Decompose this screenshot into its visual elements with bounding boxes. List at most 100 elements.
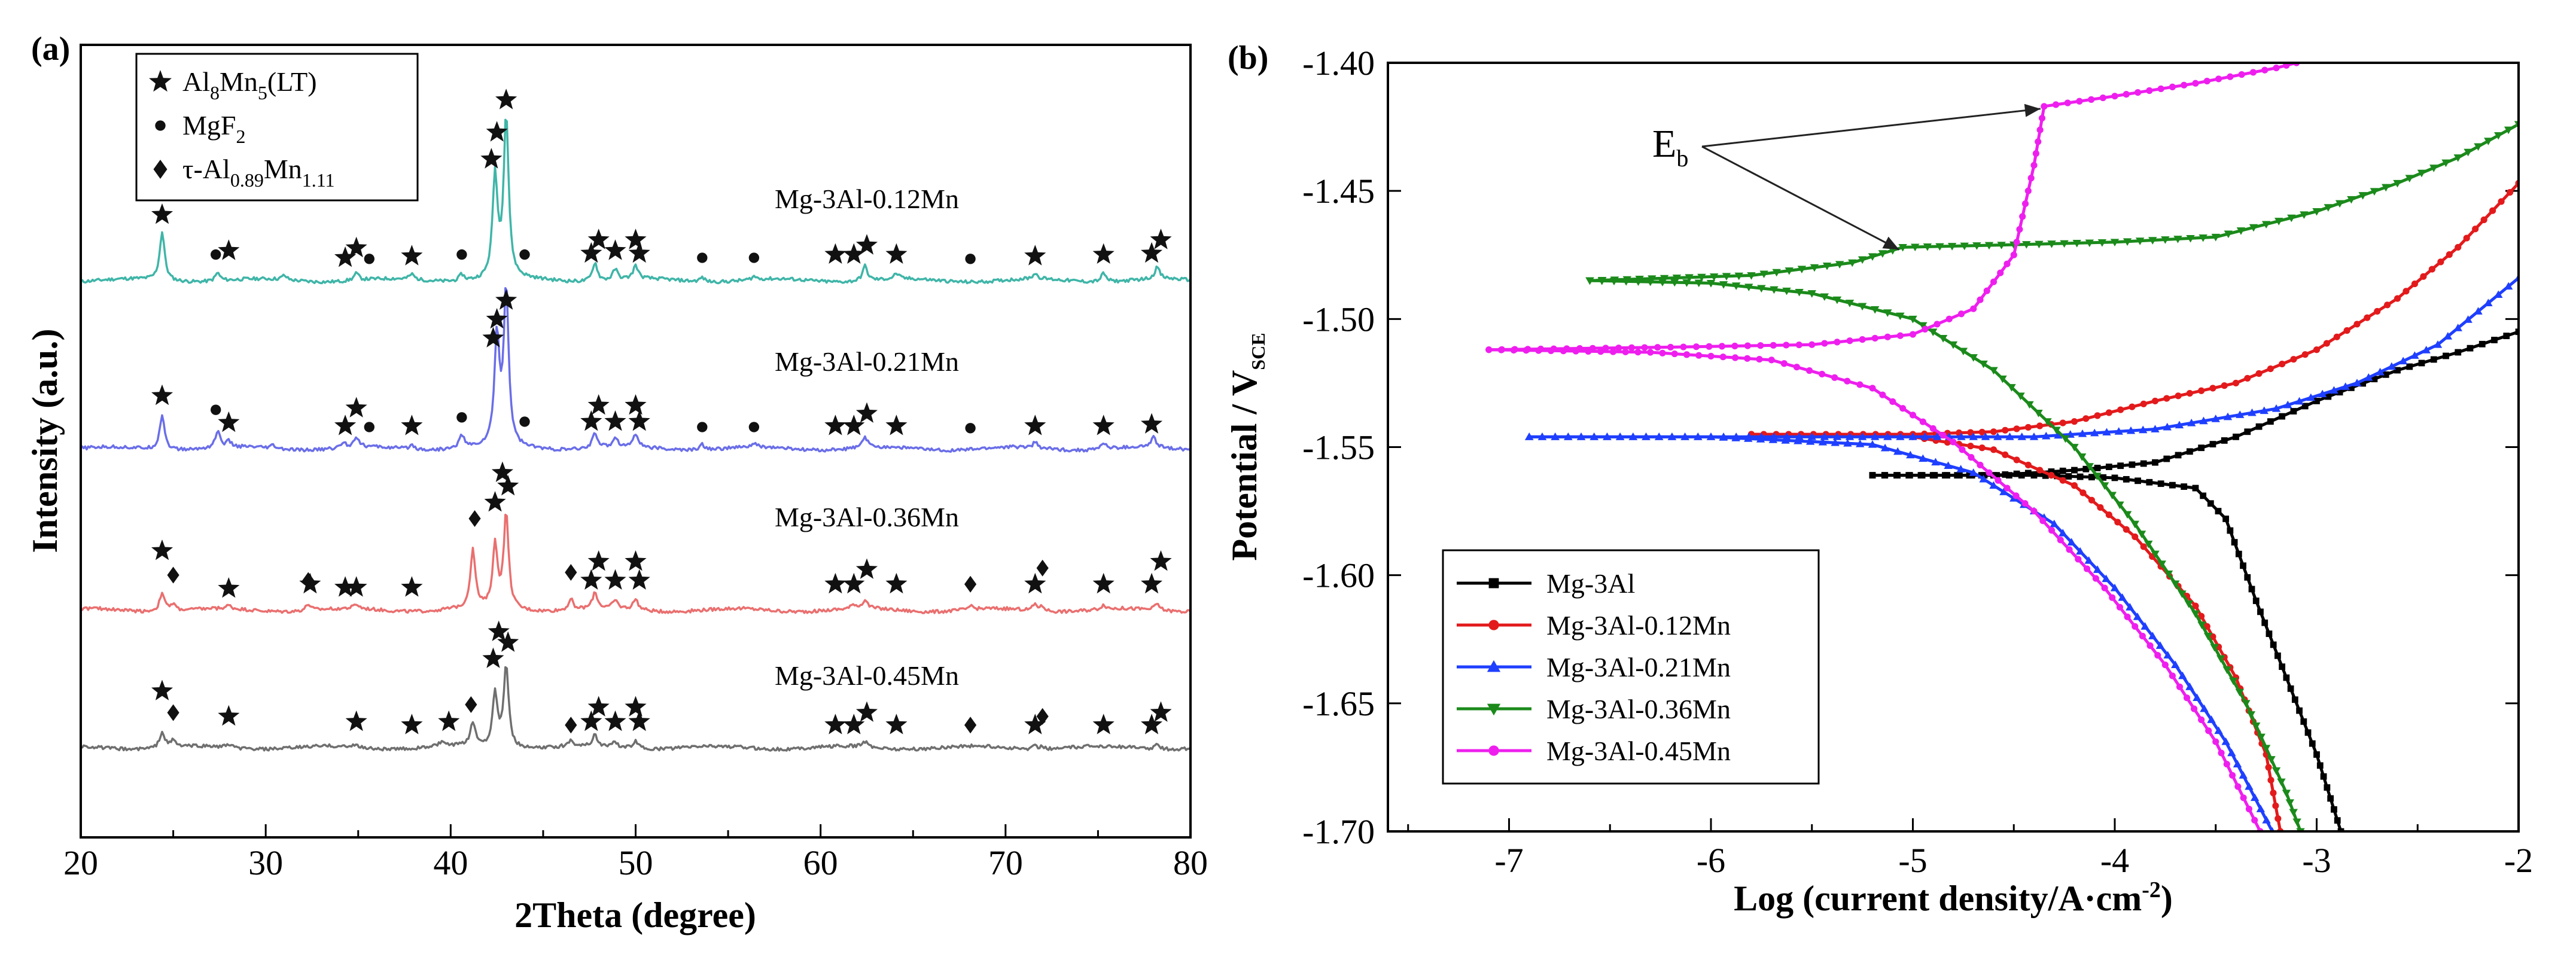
polarization-point-5 [2036,126,2044,133]
polarization-point-3 [2187,419,2196,426]
xrd-marker-diamond [468,510,481,527]
polarization-point-2 [2506,189,2514,196]
polarization-point-3 [1993,432,2002,440]
polarization-point-4 [1979,360,1988,368]
polarization-point-5 [2038,114,2046,122]
polarization-point-5 [2041,103,2048,110]
polarization-point-4 [1685,274,1694,282]
polarization-point-4 [1658,279,1667,287]
polarization-point-1 [2261,619,2269,626]
polarization-point-3 [2193,693,2202,702]
xrd-trace-4 [81,666,1190,752]
polarization-point-5 [2039,517,2047,525]
polarization-point-5 [1846,337,1853,345]
polarization-point-1 [2059,467,2066,474]
polarization-point-3 [2494,290,2503,298]
polarization-point-3 [2133,612,2142,620]
polarization-y-tick-label: -1.60 [1302,556,1375,595]
polarization-point-5 [2016,225,2023,233]
polarization-point-5 [1970,305,1977,312]
polarization-point-3 [1956,465,1965,473]
polarization-point-1 [2359,380,2367,387]
polarization-point-4 [2061,435,2070,443]
polarization-point-5 [1957,310,1965,318]
polarization-y-tick-label: -1.40 [1302,44,1375,83]
xrd-trace-labels: Mg-3Al-0.12Mn Mg-3Al-0.21Mn Mg-3Al-0.36Mn M… [775,184,959,691]
polarization-point-3 [2376,367,2385,376]
xrd-trace-label-3: Mg-3Al-0.36Mn [775,502,959,532]
xrd-marker-star [495,289,517,310]
polarization-point-3 [1906,450,1915,459]
xrd-marker-star [345,710,367,732]
polarization-point-4 [1585,277,1594,285]
polarization-point-5 [2240,794,2247,801]
xrd-marker-star [401,415,423,435]
xrd-phase-markers [151,89,1172,734]
polarization-point-1 [2175,452,2182,459]
polarization-point-1 [2129,461,2136,468]
polarization-point-3 [2029,432,2039,440]
legend-marker-triangle-down-icon [1487,703,1501,716]
xrd-marker-circle [519,249,530,260]
polarization-point-4 [1835,261,1844,269]
polarization-point-5 [2109,594,2116,601]
xrd-marker-star [1092,415,1115,435]
legend-marker-square-icon [1488,578,1499,589]
polarization-point-5 [2021,500,2029,507]
polarization-point-3 [2271,404,2281,412]
polarization-point-2 [2270,790,2277,797]
polarization-point-4 [2178,590,2187,598]
polarization-point-5 [1671,351,1678,358]
polarization-point-5 [2161,662,2169,669]
polarization-point-5 [2134,89,2142,96]
polarization-point-3 [1856,440,1865,447]
polarization-x-tick-label: -5 [1898,841,1927,880]
polarization-legend: Mg-3Al Mg-3Al-0.12Mn Mg-3Al-0.21Mn Mg-3Al-0… [1442,549,1820,785]
polarization-point-5 [1585,348,1592,355]
polarization-point-5 [1933,321,1941,328]
polarization-point-1 [2287,685,2294,692]
polarization-point-5 [2245,805,2253,813]
xrd-marker-star [625,228,647,249]
xrd-trace-label-4: Mg-3Al-0.45Mn [775,660,959,691]
polarization-point-4 [1734,272,1743,281]
polarization-point-3 [2256,804,2266,812]
xrd-marker-circle [965,423,976,434]
xrd-trace-label-2: Mg-3Al-0.21Mn [775,346,959,377]
polarization-point-5 [1899,405,1907,412]
polarization-point-5 [1707,352,1715,360]
polarization-point-1 [2255,423,2263,430]
polarization-point-4 [1810,264,1819,272]
polarization-point-1 [2200,492,2207,499]
polarization-point-3 [1820,432,1829,440]
polarization-point-3 [1564,432,1573,440]
xrd-trace-label-1: Mg-3Al-0.12Mn [775,184,959,214]
polarization-point-5 [1510,346,1517,353]
eb-arrows [1701,103,2041,251]
polarization-point-4 [1959,348,1968,356]
polarization-point-2 [2489,207,2496,214]
polarization-point-5 [2203,78,2210,85]
polarization-point-5 [1950,438,1957,446]
polarization-point-4 [1984,242,1994,250]
xrd-marker-star [625,394,647,415]
polarization-point-3 [2236,410,2245,418]
polarization-point-4 [2035,240,2044,249]
xrd-marker-circle [748,422,760,432]
polarization-point-3 [1551,432,1560,440]
polarization-point-2 [2403,288,2410,295]
polarization-point-5 [2227,73,2234,80]
polarization-point-4 [1597,278,1606,285]
xrd-marker-star [401,576,423,597]
polarization-point-4 [2034,409,2043,417]
polarization-point-2 [1967,443,1974,450]
xrd-marker-circle [211,404,221,415]
polarization-point-4 [1785,267,1794,275]
xrd-marker-star [1150,701,1172,722]
eb-arrow-line-1 [1701,108,2041,148]
polarization-point-1 [2266,630,2273,637]
xrd-marker-star [345,236,367,258]
polarization-point-4 [1858,303,1867,311]
xrd-marker-star [580,410,602,431]
polarization-point-3 [2175,420,2184,429]
